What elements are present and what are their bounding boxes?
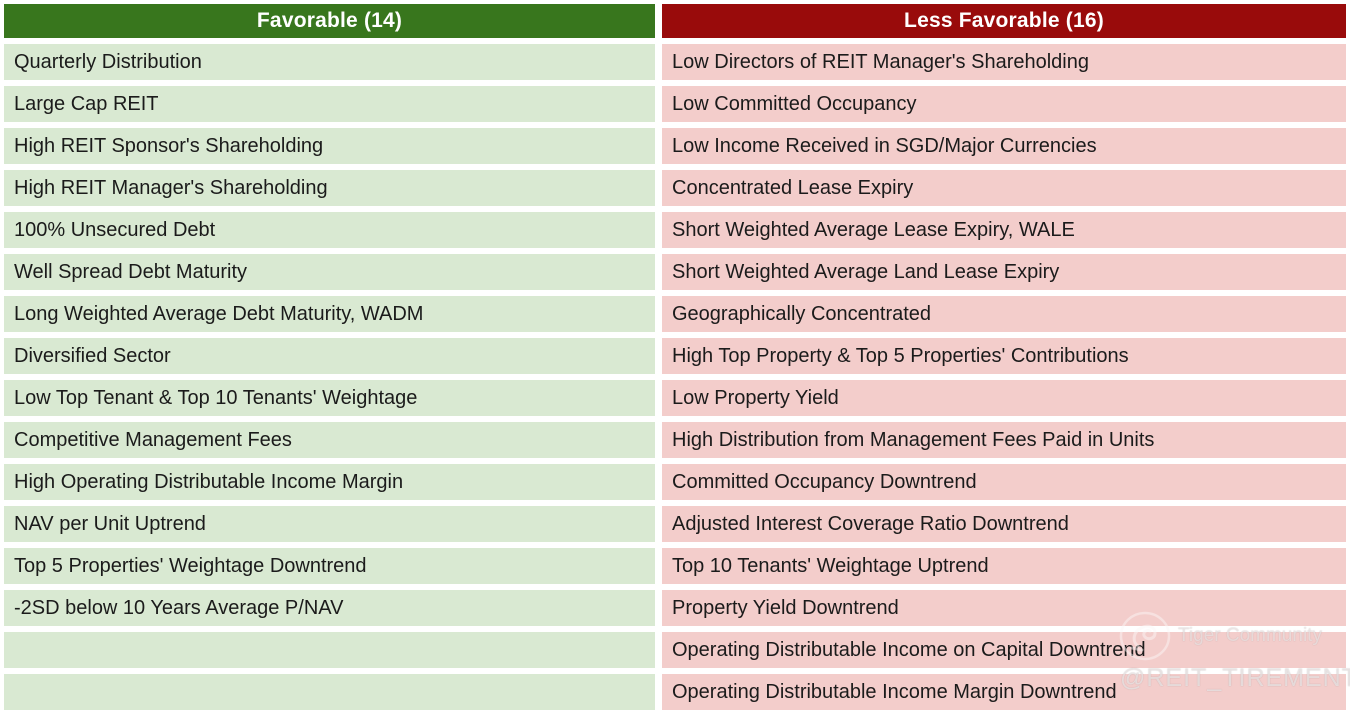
column-favorable: Favorable (14) Quarterly Distribution Lar… [4, 4, 655, 710]
row-label: Short Weighted Average Lease Expiry, WAL… [672, 218, 1075, 241]
table-row: Concentrated Lease Expiry [662, 170, 1346, 206]
row-label: Low Top Tenant & Top 10 Tenants' Weighta… [14, 386, 418, 409]
table-row [4, 632, 655, 668]
table-row: High Distribution from Management Fees P… [662, 422, 1346, 458]
table-row: Low Directors of REIT Manager's Sharehol… [662, 44, 1346, 80]
row-label: Property Yield Downtrend [672, 596, 899, 619]
row-label: High REIT Manager's Shareholding [14, 176, 328, 199]
table-row: Low Property Yield [662, 380, 1346, 416]
row-label: Well Spread Debt Maturity [14, 260, 248, 283]
row-label: -2SD below 10 Years Average P/NAV [14, 596, 344, 619]
table-row: Long Weighted Average Debt Maturity, WAD… [4, 296, 655, 332]
row-label: High REIT Sponsor's Shareholding [14, 134, 324, 157]
row-label: Committed Occupancy Downtrend [672, 470, 977, 493]
table-row: -2SD below 10 Years Average P/NAV [4, 590, 655, 626]
row-label: Low Directors of REIT Manager's Sharehol… [672, 50, 1089, 73]
table-row: Short Weighted Average Land Lease Expiry [662, 254, 1346, 290]
table-row: Well Spread Debt Maturity [4, 254, 655, 290]
row-label: Large Cap REIT [14, 92, 159, 115]
row-label: Operating Distributable Income on Capita… [672, 638, 1146, 661]
row-label: 100% Unsecured Debt [14, 218, 216, 241]
row-label: Short Weighted Average Land Lease Expiry [672, 260, 1060, 283]
row-label: Low Income Received in SGD/Major Currenc… [672, 134, 1097, 157]
row-label: High Top Property & Top 5 Properties' Co… [672, 344, 1129, 367]
table-row: Low Committed Occupancy [662, 86, 1346, 122]
table-row: Low Income Received in SGD/Major Currenc… [662, 128, 1346, 164]
row-label: Quarterly Distribution [14, 50, 202, 73]
table-row: Diversified Sector [4, 338, 655, 374]
row-label: Diversified Sector [14, 344, 171, 367]
table-row: Low Top Tenant & Top 10 Tenants' Weighta… [4, 380, 655, 416]
column-header-favorable: Favorable (14) [4, 4, 655, 38]
table-row [4, 674, 655, 710]
table-row: NAV per Unit Uptrend [4, 506, 655, 542]
row-label: NAV per Unit Uptrend [14, 512, 206, 535]
table-row: Operating Distributable Income on Capita… [662, 632, 1346, 668]
row-label: Operating Distributable Income Margin Do… [672, 680, 1117, 703]
row-label: Adjusted Interest Coverage Ratio Downtre… [672, 512, 1069, 535]
row-label: Competitive Management Fees [14, 428, 292, 451]
column-header-less-favorable: Less Favorable (16) [662, 4, 1346, 38]
table-row: Large Cap REIT [4, 86, 655, 122]
row-label: Top 10 Tenants' Weightage Uptrend [672, 554, 989, 577]
table-row: Operating Distributable Income Margin Do… [662, 674, 1346, 710]
column-less-favorable: Less Favorable (16) Low Directors of REI… [662, 4, 1346, 710]
row-label: High Distribution from Management Fees P… [672, 428, 1155, 451]
table-row: High REIT Sponsor's Shareholding [4, 128, 655, 164]
row-label: High Operating Distributable Income Marg… [14, 470, 404, 493]
row-label: Low Property Yield [672, 386, 839, 409]
table-row: High Top Property & Top 5 Properties' Co… [662, 338, 1346, 374]
table-row: High REIT Manager's Shareholding [4, 170, 655, 206]
table-row: Committed Occupancy Downtrend [662, 464, 1346, 500]
table-row: Top 5 Properties' Weightage Downtrend [4, 548, 655, 584]
table-row: High Operating Distributable Income Marg… [4, 464, 655, 500]
row-label: Low Committed Occupancy [672, 92, 917, 115]
table-row: Adjusted Interest Coverage Ratio Downtre… [662, 506, 1346, 542]
table-row: Property Yield Downtrend [662, 590, 1346, 626]
table-row: 100% Unsecured Debt [4, 212, 655, 248]
table-row: Quarterly Distribution [4, 44, 655, 80]
row-label: Top 5 Properties' Weightage Downtrend [14, 554, 367, 577]
table-row: Competitive Management Fees [4, 422, 655, 458]
row-label: Geographically Concentrated [672, 302, 932, 325]
row-label: Long Weighted Average Debt Maturity, WAD… [14, 302, 424, 325]
row-label: Concentrated Lease Expiry [672, 176, 914, 199]
table-row: Geographically Concentrated [662, 296, 1346, 332]
table-row: Top 10 Tenants' Weightage Uptrend [662, 548, 1346, 584]
table-row: Short Weighted Average Lease Expiry, WAL… [662, 212, 1346, 248]
comparison-table: Favorable (14) Quarterly Distribution Lar… [4, 4, 1346, 710]
